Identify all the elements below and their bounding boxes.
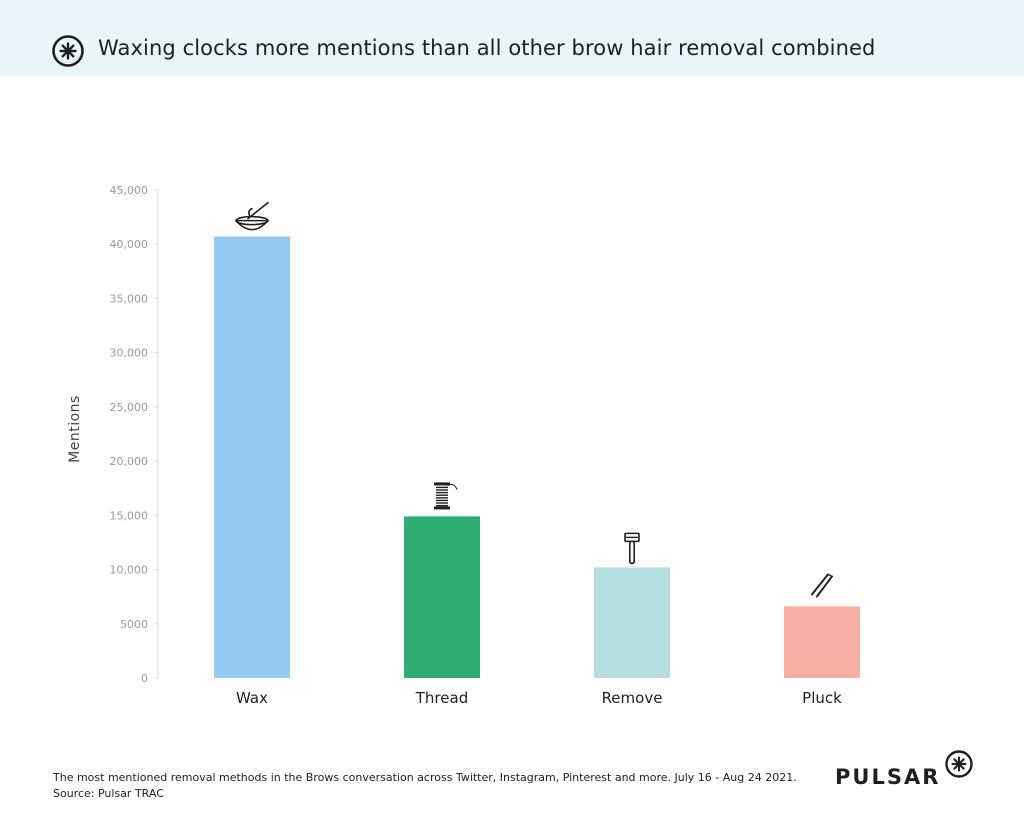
y-tick-label: 35,000 [110,292,149,305]
x-tick-label-wax: Wax [236,689,268,707]
y-tick-label: 15,000 [110,509,149,522]
y-tick-label: 45,000 [110,184,149,197]
y-tick-label: 0 [141,672,148,685]
bar-wax [214,236,290,678]
y-tick-label: 20,000 [110,455,149,468]
x-tick-label-remove: Remove [602,689,663,707]
bars [214,236,860,678]
x-tick-label-thread: Thread [415,689,468,707]
bar-remove [594,567,670,678]
footnote-text: The most mentioned removal methods in th… [53,771,797,784]
y-tick-label: 30,000 [110,347,149,360]
razor-icon [624,532,640,565]
y-axis: 0 5000 10,000 15,000 20,000 25,000 30,000 35,00… [110,184,159,685]
brand-logo: PULSAR [835,749,985,789]
brand-name: PULSAR [835,765,941,789]
chart-title: Waxing clocks more mentions than all oth… [98,36,876,60]
pulsar-asterisk-icon [52,35,84,67]
source-text: Source: Pulsar TRAC [53,787,164,800]
x-axis-labels: Wax Thread Remove Pluck [236,689,842,707]
bar-thread [404,516,480,678]
bar-icons [235,201,833,598]
wax-bowl-icon [235,201,269,231]
pulsar-asterisk-icon [945,750,973,778]
y-tick-label: 5000 [120,618,148,631]
tweezers-icon [811,573,833,598]
y-tick-label: 10,000 [110,564,149,577]
bar-pluck [784,606,860,678]
y-tick-label: 40,000 [110,238,149,251]
x-tick-label-pluck: Pluck [802,689,842,707]
header-band: Waxing clocks more mentions than all oth… [0,0,1024,76]
footer-note: The most mentioned removal methods in th… [53,770,797,802]
thread-spool-icon [434,482,458,510]
y-tick-label: 25,000 [110,401,149,414]
y-axis-label: Mentions [67,395,83,463]
